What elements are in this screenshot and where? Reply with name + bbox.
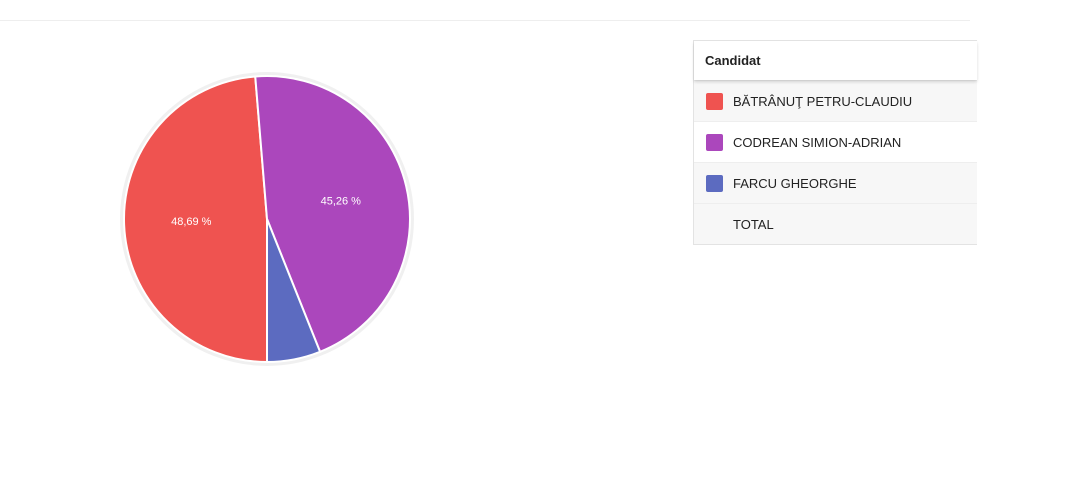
legend-row: BĂTRÂNUŢ PETRU-CLAUDIU [694, 80, 977, 121]
pie-slice [266, 218, 322, 364]
pie-shadow [120, 72, 414, 366]
legend-swatch [706, 133, 723, 151]
legend-header: Candidat [694, 41, 977, 80]
legend-label: CODREAN SIMION-ADRIAN [733, 134, 902, 150]
legend-swatch [706, 174, 723, 192]
total-row: TOTAL [694, 203, 977, 244]
legend-label: BĂTRÂNUŢ PETRU-CLAUDIU [733, 93, 913, 109]
pie-slice [123, 75, 268, 364]
legend-rows: BĂTRÂNUŢ PETRU-CLAUDIU CODREAN SIMION-ADR… [694, 80, 977, 203]
legend-row: FARCU GHEORGHE [694, 162, 977, 203]
chart: 48,69 % 45,26 % [120, 72, 414, 366]
legend-row: CODREAN SIMION-ADRIAN [694, 121, 977, 162]
spacer [706, 216, 723, 233]
legend-table: Candidat BĂTRÂNUŢ PETRU-CLAUDIU CODREAN S… [693, 40, 977, 245]
slice-label: 45,26 % [321, 196, 362, 208]
legend-label: FARCU GHEORGHE [733, 175, 857, 191]
pie-slice [254, 75, 411, 354]
divider [0, 20, 970, 21]
legend-swatch [706, 92, 723, 110]
total-label: TOTAL [733, 216, 774, 232]
slice-label: 48,69 % [171, 216, 212, 228]
